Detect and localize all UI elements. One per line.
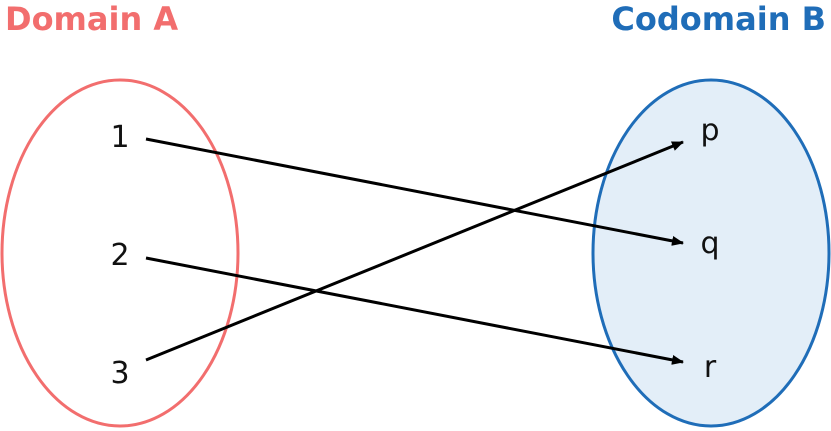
arrow-3-to-p	[145, 140, 684, 362]
domain-element-3: 3	[110, 356, 129, 391]
arrow-2-to-r	[145, 256, 684, 365]
domain-element-1: 1	[110, 120, 129, 155]
codomain-title: Codomain B	[611, 0, 826, 38]
domain-title: Domain A	[5, 0, 178, 38]
domain-ellipse	[0, 78, 240, 428]
codomain-element-q: q	[700, 226, 719, 261]
codomain-element-r: r	[704, 350, 717, 385]
domain-element-2: 2	[110, 238, 129, 273]
arrow-1-to-q	[145, 137, 684, 246]
codomain-ellipse	[591, 78, 831, 428]
codomain-element-p: p	[700, 113, 719, 148]
